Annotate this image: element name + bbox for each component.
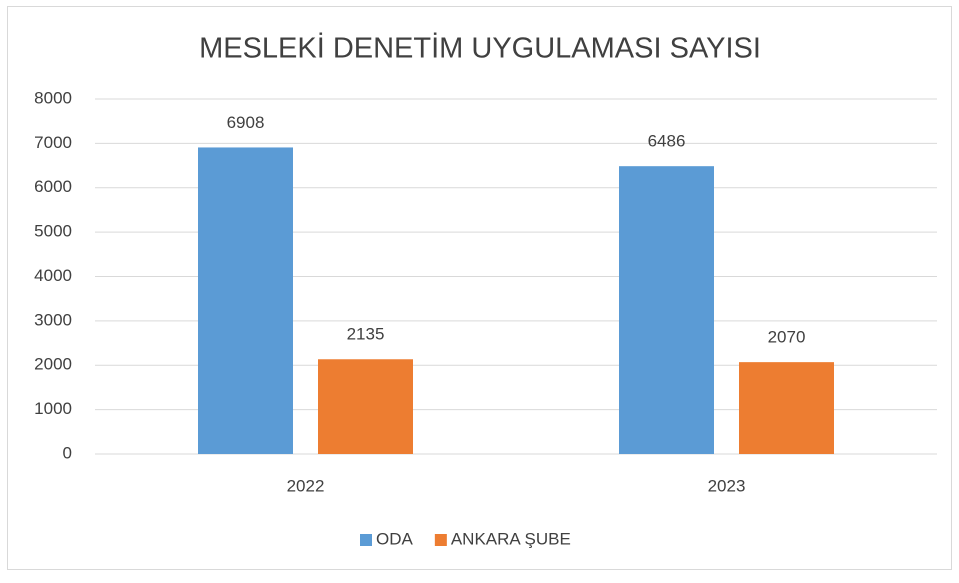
data-label: 2070	[768, 328, 806, 347]
bar	[198, 147, 293, 454]
data-label: 2135	[347, 325, 385, 344]
y-tick-label: 5000	[34, 222, 72, 241]
legend-swatch	[434, 534, 447, 546]
chart-border	[7, 6, 952, 570]
y-tick-label: 1000	[34, 399, 72, 418]
legend-swatch	[360, 534, 372, 546]
bar	[739, 362, 834, 454]
y-tick-label: 6000	[34, 177, 72, 196]
y-tick-label: 8000	[34, 88, 72, 107]
chart-title: MESLEKİ DENETİM UYGULAMASI SAYISI	[199, 32, 761, 65]
y-tick-label: 4000	[34, 266, 72, 285]
data-label: 6486	[648, 132, 686, 151]
y-tick-label: 3000	[34, 310, 72, 329]
bar	[619, 166, 714, 454]
legend-label: ANKARA ŞUBE	[451, 529, 571, 548]
x-tick-label: 2022	[287, 476, 325, 495]
y-tick-label: 7000	[34, 133, 72, 152]
bar	[318, 359, 413, 454]
data-label: 6908	[227, 113, 265, 132]
y-tick-label: 2000	[34, 355, 72, 374]
y-tick-label: 0	[63, 443, 72, 462]
x-tick-label: 2023	[708, 476, 746, 495]
legend-label: ODA	[376, 529, 414, 548]
